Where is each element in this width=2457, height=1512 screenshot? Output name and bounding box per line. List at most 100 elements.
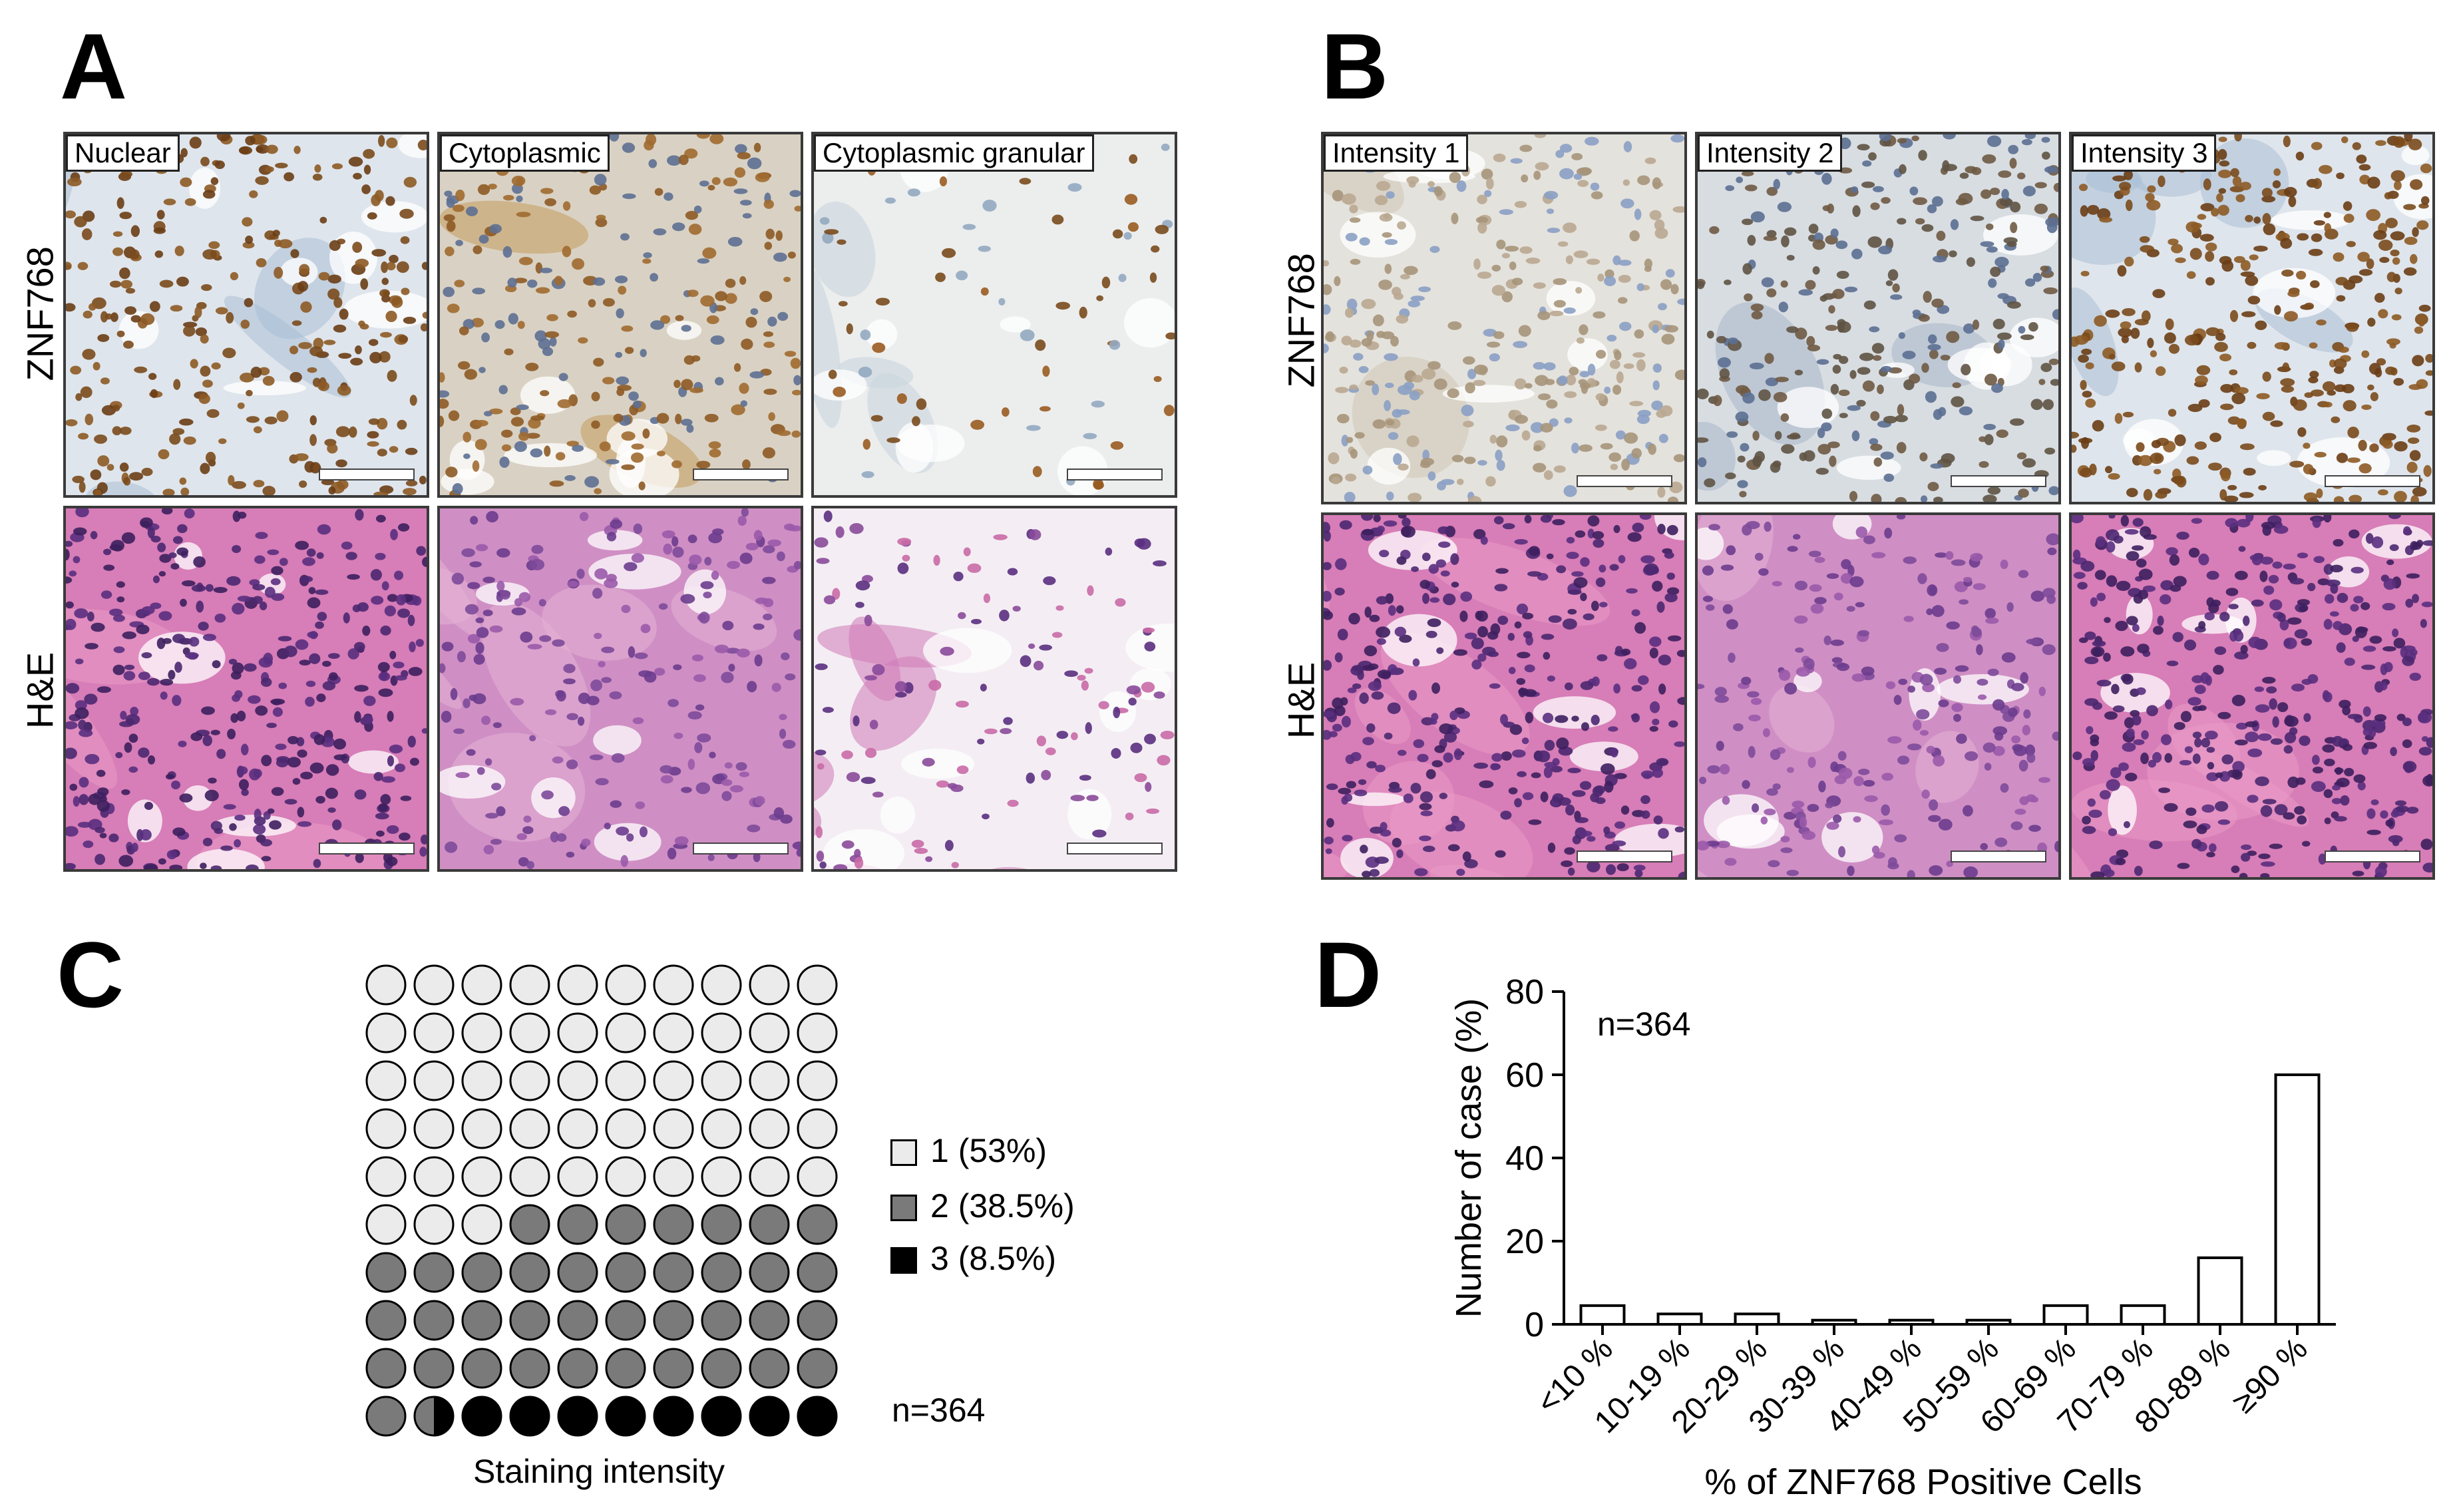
waffle-cell — [605, 1204, 646, 1245]
waffle-cell — [749, 1396, 790, 1437]
bar — [1734, 1312, 1780, 1326]
bar — [1656, 1312, 1703, 1326]
waffle-cell — [365, 1348, 407, 1389]
scale-bar — [693, 469, 789, 480]
waffle-cell — [413, 1060, 455, 1101]
panel-a-row-label-he: H&E — [19, 652, 61, 729]
legend-label-1: 1 (53%) — [930, 1132, 1047, 1169]
waffle-cell — [461, 1108, 502, 1149]
waffle-cell — [749, 1108, 790, 1149]
waffle-cell — [701, 1108, 742, 1149]
waffle-cell — [557, 1012, 598, 1053]
panel-b-ihc-intensity-3: Intensity 3 — [2069, 132, 2435, 504]
panel-b-ihc-intensity-2: Intensity 2 — [1695, 132, 2061, 504]
waffle-cell — [749, 1300, 790, 1341]
waffle-xlabel: Staining intensity — [472, 1453, 725, 1490]
waffle-cell — [605, 1108, 646, 1149]
waffle-cell — [557, 1348, 598, 1389]
waffle-cell — [797, 1108, 838, 1149]
scale-bar — [2325, 850, 2420, 862]
waffle-cell — [413, 1396, 455, 1437]
waffle-cell — [701, 1204, 742, 1245]
bar — [2120, 1304, 2166, 1326]
waffle-cell — [509, 964, 550, 1006]
waffle-cell — [605, 1156, 646, 1197]
waffle-cell — [461, 1204, 502, 1245]
waffle-cell — [509, 1252, 550, 1293]
waffle-cell — [749, 1156, 790, 1197]
waffle-cell — [653, 1156, 694, 1197]
scale-bar — [2325, 475, 2420, 487]
waffle-cell — [557, 1396, 598, 1437]
waffle-cell — [653, 964, 694, 1006]
panel-a-ihc-nuclear: Nuclear — [63, 132, 429, 498]
scale-bar — [319, 843, 415, 854]
waffle-cell — [605, 1348, 646, 1389]
waffle-cell — [653, 1396, 694, 1437]
waffle-cell — [413, 1252, 455, 1293]
bar-chart-n-label: n=364 — [1597, 1006, 1691, 1043]
waffle-cell — [605, 964, 646, 1006]
waffle-cell — [749, 1348, 790, 1389]
waffle-cell — [653, 1012, 694, 1053]
waffle-cell — [749, 1204, 790, 1245]
legend-swatch-1 — [890, 1139, 917, 1166]
waffle-cell — [749, 1060, 790, 1101]
bar — [2197, 1256, 2243, 1326]
waffle-cell — [797, 1396, 838, 1437]
waffle-cell — [413, 1108, 455, 1149]
waffle-cell — [797, 1204, 838, 1245]
y-axis-title: Number of case (%) — [1449, 998, 1489, 1318]
panel-a-ihc-cytoplasmic: Cytoplasmic — [437, 132, 803, 498]
waffle-cell — [557, 1060, 598, 1101]
waffle-cell — [461, 1252, 502, 1293]
waffle-cell — [557, 1300, 598, 1341]
waffle-cell — [509, 1060, 550, 1101]
waffle-cell — [461, 964, 502, 1006]
waffle-cell — [653, 1204, 694, 1245]
y-tick-label: 60 — [1505, 1056, 1544, 1095]
waffle-cell — [797, 1252, 838, 1293]
waffle-cell — [605, 1396, 646, 1437]
waffle-cell — [557, 964, 598, 1006]
waffle-cell — [653, 1300, 694, 1341]
label-cytoplasmic: Cytoplasmic — [440, 134, 610, 172]
bar — [1888, 1318, 1935, 1326]
panel-b-row-label-he: H&E — [1280, 662, 1322, 739]
waffle-cell — [701, 1156, 742, 1197]
waffle-cell — [797, 964, 838, 1006]
waffle-cell — [653, 1060, 694, 1101]
panel-b-he-intensity-3 — [2069, 512, 2435, 880]
waffle-cell — [797, 1156, 838, 1197]
waffle-cell — [509, 1396, 550, 1437]
waffle-cell — [365, 1300, 407, 1341]
panel-b-row-label-znf768: ZNF768 — [1280, 253, 1322, 388]
waffle-cell — [461, 1156, 502, 1197]
waffle-cell — [701, 1252, 742, 1293]
waffle-cell — [749, 1252, 790, 1293]
waffle-cell — [365, 964, 407, 1006]
waffle-cell — [413, 1204, 455, 1245]
waffle-cell — [365, 1156, 407, 1197]
waffle-cell — [557, 1108, 598, 1149]
waffle-cell — [413, 1300, 455, 1341]
panel-b-ihc-intensity-1: Intensity 1 — [1321, 132, 1687, 504]
panel-letter-b: B — [1321, 14, 1389, 118]
label-intensity-2: Intensity 2 — [1698, 134, 1843, 172]
waffle-cell — [701, 1300, 742, 1341]
bar — [1811, 1318, 1857, 1326]
y-tick-label: 20 — [1505, 1223, 1544, 1261]
x-axis-title: % of ZNF768 Positive Cells — [1704, 1462, 2142, 1502]
waffle-cell — [509, 1204, 550, 1245]
legend-label-2: 2 (38.5%) — [930, 1187, 1075, 1225]
scale-bar — [1067, 469, 1163, 480]
waffle-cell — [461, 1060, 502, 1101]
bar — [2042, 1304, 2089, 1326]
waffle-cell — [509, 1108, 550, 1149]
label-cytoplasmic-granular: Cytoplasmic granular — [814, 134, 1094, 172]
bar — [1579, 1304, 1626, 1326]
y-tick-label: 80 — [1505, 973, 1544, 1012]
waffle-cell — [509, 1348, 550, 1389]
panel-b-he-intensity-1 — [1321, 512, 1687, 880]
